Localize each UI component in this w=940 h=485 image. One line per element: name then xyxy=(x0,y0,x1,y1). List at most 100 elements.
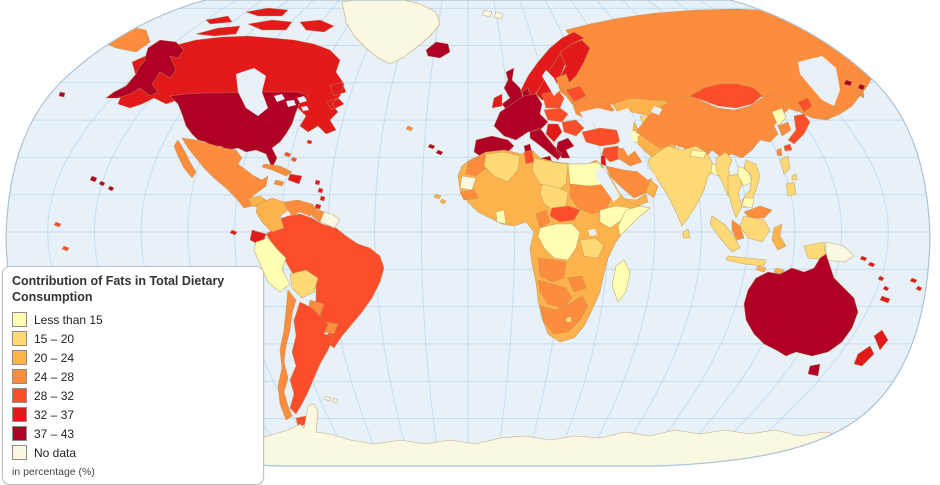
region-jamaica[interactable] xyxy=(273,179,285,187)
legend-item-7[interactable]: No data xyxy=(12,444,254,461)
baltic-sea xyxy=(542,70,560,96)
region-indonesia[interactable] xyxy=(709,215,827,267)
region-cuba[interactable] xyxy=(261,163,293,177)
region-peru[interactable] xyxy=(253,237,291,293)
region-bermuda[interactable] xyxy=(306,139,313,145)
region-pacific-islands[interactable] xyxy=(859,255,923,304)
legend-note: in percentage (%) xyxy=(12,466,95,479)
region-svalbard[interactable] xyxy=(481,9,504,20)
legend-item-1[interactable]: 15 – 20 xyxy=(12,330,254,347)
region-venezuela[interactable] xyxy=(283,199,319,217)
region-bolivia[interactable] xyxy=(289,269,319,299)
legend-item-3[interactable]: 24 – 28 xyxy=(12,368,254,385)
region-madagascar[interactable] xyxy=(611,259,631,303)
map-outline xyxy=(5,0,931,467)
region-senegal[interactable] xyxy=(459,189,479,201)
legend-swatch-icon xyxy=(12,445,27,461)
region-zimbabwe[interactable] xyxy=(567,275,587,293)
region-galapagos[interactable] xyxy=(229,229,238,236)
region-lesotho[interactable] xyxy=(565,315,573,323)
legend-item-label: 32 – 37 xyxy=(34,407,75,422)
region-hawaii[interactable] xyxy=(89,175,115,192)
legend-item-2[interactable]: 20 – 24 xyxy=(12,349,254,366)
region-baltics[interactable] xyxy=(555,73,571,91)
region-japan[interactable] xyxy=(783,97,813,152)
region-tasmania[interactable] xyxy=(807,363,821,377)
region-balkans[interactable] xyxy=(545,123,563,143)
region-namibia-botswana[interactable] xyxy=(537,279,573,309)
region-malaysia[interactable] xyxy=(731,219,745,241)
region-tunisia[interactable] xyxy=(523,149,535,165)
aral-sea xyxy=(651,106,662,115)
region-israel[interactable] xyxy=(600,154,607,167)
region-dr-congo[interactable] xyxy=(537,223,581,261)
region-guianas[interactable] xyxy=(319,211,341,229)
region-south-africa[interactable] xyxy=(539,295,589,335)
region-philippines[interactable] xyxy=(779,155,798,197)
region-ghana[interactable] xyxy=(495,209,507,225)
region-bahamas[interactable] xyxy=(283,151,298,163)
region-north-korea[interactable] xyxy=(771,107,787,127)
region-canary-islands[interactable] xyxy=(427,143,444,156)
region-nepal[interactable] xyxy=(689,149,707,159)
sea-of-okhotsk xyxy=(798,56,840,106)
region-russia[interactable] xyxy=(557,8,879,121)
region-cape-verde[interactable] xyxy=(433,193,447,205)
region-ireland[interactable] xyxy=(491,93,503,109)
legend-title: Contribution of Fats in Total Dietary Co… xyxy=(12,274,225,304)
legend-item-0[interactable]: Less than 15 xyxy=(12,311,254,328)
region-syria-jordan[interactable] xyxy=(601,145,623,163)
region-vietnam[interactable] xyxy=(741,159,761,209)
region-cameroon[interactable] xyxy=(535,209,551,229)
region-antilles[interactable] xyxy=(314,179,326,210)
region-oman[interactable] xyxy=(645,179,659,199)
region-libya[interactable] xyxy=(531,157,569,193)
region-azores[interactable] xyxy=(405,125,414,132)
region-sri-lanka[interactable] xyxy=(682,228,691,239)
region-india[interactable] xyxy=(647,145,717,227)
lake-victoria xyxy=(588,229,597,236)
legend-item-label: No data xyxy=(34,445,77,460)
legend-swatch-icon xyxy=(12,388,27,404)
region-romania-bulgaria[interactable] xyxy=(561,119,585,137)
persian-gulf xyxy=(638,166,656,180)
legend-item-4[interactable]: 28 – 32 xyxy=(12,387,254,404)
region-chile[interactable] xyxy=(277,289,297,421)
legend-swatch-icon xyxy=(12,350,27,366)
region-colombia[interactable] xyxy=(255,197,289,233)
region-arctic-canada[interactable] xyxy=(195,7,335,37)
region-new-zealand[interactable] xyxy=(853,329,889,367)
legend-panel: Contribution of Fats in Total Dietary Co… xyxy=(2,266,264,485)
legend-swatch-icon xyxy=(12,369,27,385)
region-alaska[interactable] xyxy=(105,39,185,99)
region-iceland[interactable] xyxy=(425,41,451,59)
region-central-europe[interactable] xyxy=(543,107,569,123)
legend-swatch-icon xyxy=(12,312,27,328)
region-cambodia[interactable] xyxy=(741,197,755,209)
region-angola[interactable] xyxy=(537,257,567,283)
region-hispaniola[interactable] xyxy=(287,173,303,185)
region-mongolia[interactable] xyxy=(689,83,763,109)
legend-item-label: 20 – 24 xyxy=(34,350,75,365)
legend-items: Less than 15 15 – 20 20 – 24 24 – 28 28 – 32… xyxy=(12,311,254,461)
region-somalia[interactable] xyxy=(617,205,651,237)
region-belarus[interactable] xyxy=(565,85,587,103)
legend-item-6[interactable]: 37 – 43 xyxy=(12,425,254,442)
legend-item-label: 37 – 43 xyxy=(34,426,75,441)
region-usa[interactable] xyxy=(169,91,309,169)
region-tanzania[interactable] xyxy=(579,237,605,259)
legend-item-label: 28 – 32 xyxy=(34,388,75,403)
region-algeria[interactable] xyxy=(483,151,521,183)
region-australia[interactable] xyxy=(743,253,859,357)
region-taiwan[interactable] xyxy=(776,147,783,157)
region-south-korea[interactable] xyxy=(777,121,792,137)
region-central-african-republic[interactable] xyxy=(549,205,581,223)
legend-swatch-icon xyxy=(12,407,27,423)
region-mexico[interactable] xyxy=(173,137,269,209)
region-greenland[interactable] xyxy=(341,0,441,65)
region-falklands[interactable] xyxy=(323,395,339,404)
region-pacific-specks[interactable] xyxy=(53,221,70,252)
legend-item-label: Less than 15 xyxy=(34,312,103,327)
legend-item-5[interactable]: 32 – 37 xyxy=(12,406,254,423)
